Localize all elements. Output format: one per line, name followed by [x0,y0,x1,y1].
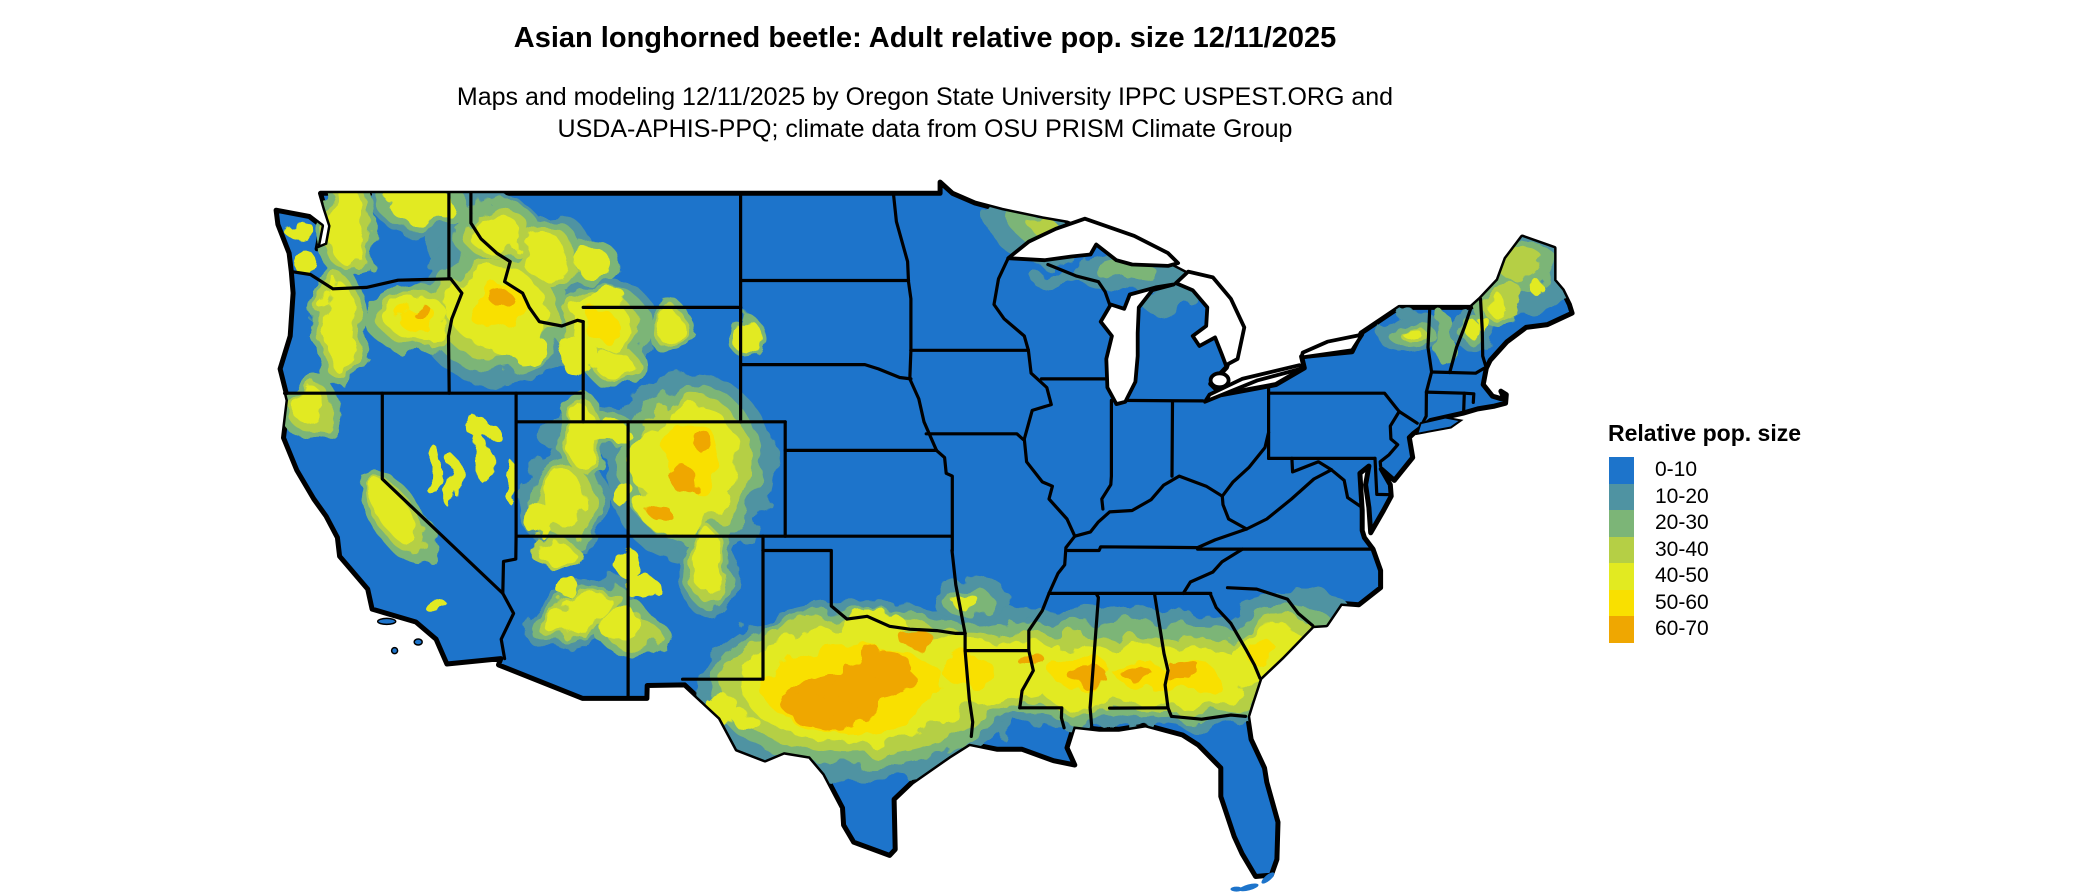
lake-st-clair [1208,371,1231,390]
great-lakes [1006,216,1365,407]
page-title: Asian longhorned beetle: Adult relative … [513,22,1337,54]
legend-item: 30-40 [1602,536,1902,563]
legend-label: 30-40 [1655,537,1709,561]
channel-island [390,646,399,655]
florida-keys [1230,872,1275,892]
state-borders [283,191,1488,739]
legend-item: 0-10 [1602,457,1902,484]
legend-item: 10-20 [1602,483,1902,510]
islands [376,416,1464,655]
subtitle-line-2: USDA-APHIS-PPQ; climate data from OSU PR… [557,115,1293,143]
channel-island [413,638,423,646]
subtitle-line-1: Maps and modeling 12/11/2025 by Oregon S… [456,83,1394,111]
legend-swatch [1609,589,1634,616]
legend-item: 60-70 [1602,616,1902,643]
legend-label: 0-10 [1655,458,1698,482]
legend-label: 60-70 [1655,617,1709,641]
legend-title: Relative pop. size [1608,420,1802,446]
legend-swatch [1609,483,1634,510]
legend-swatch [1609,563,1634,590]
legend-swatch [1609,536,1634,563]
legend-item: 40-50 [1602,563,1902,590]
legend-rows: 0-10 10-20 20-30 30-40 40-50 50-60 60-70 [1602,457,1902,643]
legend-swatch [1609,616,1634,643]
legend-item: 20-30 [1602,510,1902,537]
legend-swatch [1609,510,1634,537]
channel-island [376,617,397,626]
map-header: Asian longhorned beetle: Adult relative … [230,0,1620,145]
long-island [1415,416,1464,436]
legend: Relative pop. size 0-10 10-20 20-30 30-40 40… [1602,420,1902,643]
legend-label: 40-50 [1655,564,1709,588]
legend-label: 10-20 [1655,484,1709,508]
legend-label: 20-30 [1655,511,1709,535]
legend-label: 50-60 [1655,590,1709,614]
legend-swatch [1609,457,1634,484]
map-subtitle: Maps and modeling 12/11/2025 by Oregon S… [230,81,1620,145]
legend-item: 50-60 [1602,589,1902,616]
